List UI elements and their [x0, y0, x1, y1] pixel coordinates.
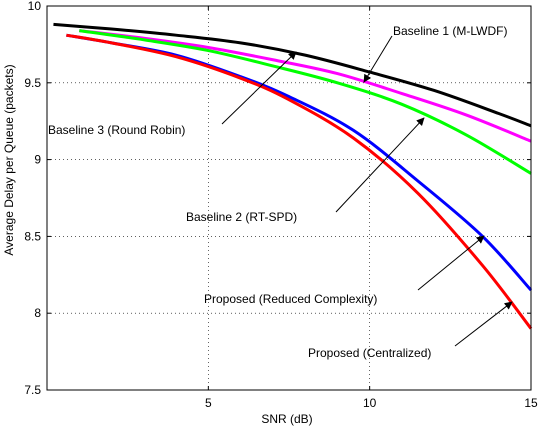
arrow-baseline-1	[363, 35, 393, 83]
arrow-proposed-centralized	[454, 301, 513, 347]
x-tick-label: 10	[363, 396, 377, 410]
series-line-5	[66, 33, 533, 330]
arrow-baseline-2	[335, 117, 425, 213]
y-tick-label: 7.5	[24, 383, 41, 397]
series-line-2	[79, 29, 532, 143]
y-tick-label: 8	[34, 306, 41, 320]
y-tick-label: 8.5	[24, 229, 41, 243]
series-layer	[53, 22, 533, 330]
tick-layer: 5 10 15 7.5 8 8.5 9 9.5 10	[24, 0, 538, 410]
y-tick-label: 9.5	[24, 76, 41, 90]
y-axis-label: Average Delay per Queue (packets)	[2, 64, 16, 255]
arrow-proposed-reduced	[417, 235, 485, 291]
annotation-baseline-3: Baseline 3 (Round Robin)	[48, 123, 185, 137]
series-line-1	[53, 22, 532, 128]
annotation-proposed-centralized: Proposed (Centralized)	[308, 346, 431, 360]
plot-frame	[46, 5, 532, 391]
arrow-baseline-3	[221, 51, 297, 125]
annotation-baseline-2: Baseline 2 (RT-SPD)	[186, 210, 297, 224]
y-tick-label: 9	[34, 153, 41, 167]
y-tick-label: 10	[28, 0, 42, 13]
x-axis-label: SNR (dB)	[261, 412, 312, 426]
annotation-proposed-reduced: Proposed (Reduced Complexity)	[204, 292, 377, 306]
annotation-baseline-1: Baseline 1 (M-LWDF)	[393, 24, 507, 38]
x-tick-label: 15	[524, 396, 538, 410]
grid-lines	[47, 6, 531, 390]
x-tick-label: 5	[205, 396, 212, 410]
series-line-3	[79, 29, 532, 175]
